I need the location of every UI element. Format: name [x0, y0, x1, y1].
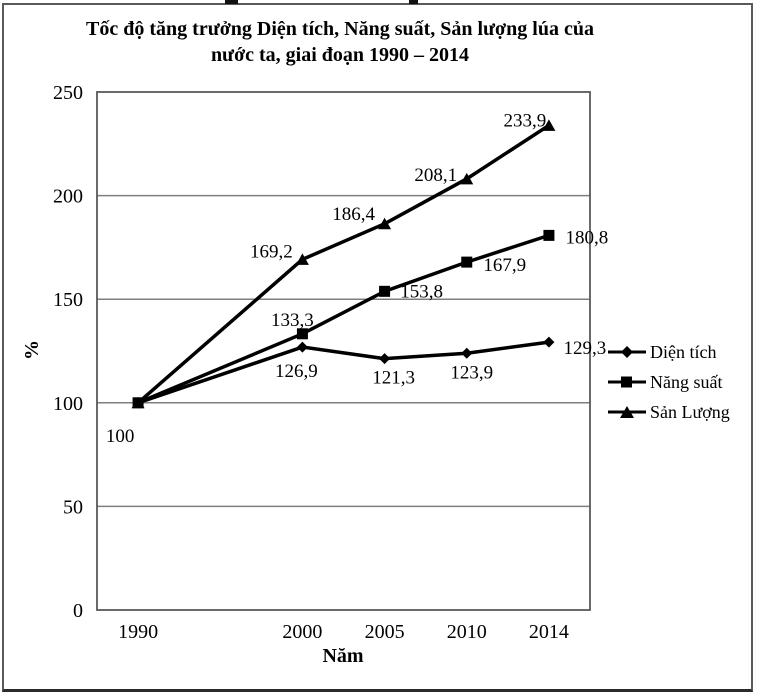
- square-marker: [379, 285, 391, 297]
- diamond-marker: [379, 353, 391, 365]
- clipped-text-artifact: [225, 0, 238, 4]
- data-label-start: 100: [106, 426, 135, 447]
- x-tick-label: 2010: [447, 621, 487, 643]
- chart-title: Tốc độ tăng trưởng Diện tích, Năng suất,…: [8, 16, 672, 68]
- x-axis-title: Năm: [322, 645, 364, 667]
- chart-title-line2: nước ta, giai đoạn 1990 – 2014: [210, 44, 470, 66]
- triangle-marker: [131, 396, 145, 409]
- x-tick-label: 2000: [282, 621, 322, 643]
- triangle-marker-icon: [608, 406, 646, 418]
- legend-item-san-luong: Sản Lượng: [608, 397, 754, 427]
- y-tick-label: 50: [63, 496, 83, 518]
- y-tick-label: 100: [53, 393, 83, 415]
- triangle-marker: [542, 119, 556, 131]
- square-marker: [461, 256, 473, 268]
- data-label: 208,1: [414, 165, 457, 186]
- data-label: 133,3: [271, 310, 314, 331]
- square-marker-icon: [608, 376, 646, 388]
- data-label: 126,9: [275, 361, 318, 382]
- y-tick-label: 0: [73, 600, 83, 622]
- diamond-marker: [543, 336, 555, 348]
- data-label: 186,4: [332, 204, 375, 225]
- triangle-marker: [378, 217, 392, 230]
- triangle-marker: [295, 253, 309, 265]
- triangle-marker: [460, 172, 474, 185]
- y-tick-label: 250: [53, 82, 83, 104]
- data-label: 121,3: [372, 368, 415, 389]
- x-tick-label: 1990: [118, 621, 158, 643]
- data-label: 123,9: [450, 362, 493, 383]
- diamond-marker-icon: [608, 346, 646, 358]
- y-tick-label: 200: [53, 186, 83, 208]
- data-label: 153,8: [400, 281, 443, 302]
- legend-label: Sản Lượng: [650, 401, 730, 422]
- diamond-marker: [461, 347, 473, 359]
- data-label: 180,8: [566, 227, 609, 248]
- square-marker: [296, 328, 308, 340]
- data-label: 169,2: [250, 241, 293, 262]
- data-label: 129,3: [564, 338, 607, 359]
- y-tick-label: 150: [53, 289, 83, 311]
- legend: Diện tích Năng suất Sản Lượng: [608, 337, 754, 427]
- data-label: 167,9: [483, 255, 526, 276]
- diamond-marker: [296, 341, 308, 353]
- x-tick-label: 2014: [529, 621, 569, 643]
- legend-label: Năng suất: [650, 371, 723, 392]
- plot-border: [96, 91, 591, 611]
- clipped-text-artifact: [409, 0, 418, 4]
- legend-item-nang-suat: Năng suất: [608, 367, 754, 397]
- chart-title-line1: Tốc độ tăng trưởng Diện tích, Năng suất,…: [86, 18, 594, 40]
- square-marker: [543, 229, 555, 241]
- legend-label: Diện tích: [650, 341, 717, 362]
- data-label: 233,9: [504, 110, 547, 131]
- legend-item-dien-tich: Diện tích: [608, 337, 754, 367]
- x-tick-label: 2005: [365, 621, 405, 643]
- y-axis-title: %: [21, 340, 43, 360]
